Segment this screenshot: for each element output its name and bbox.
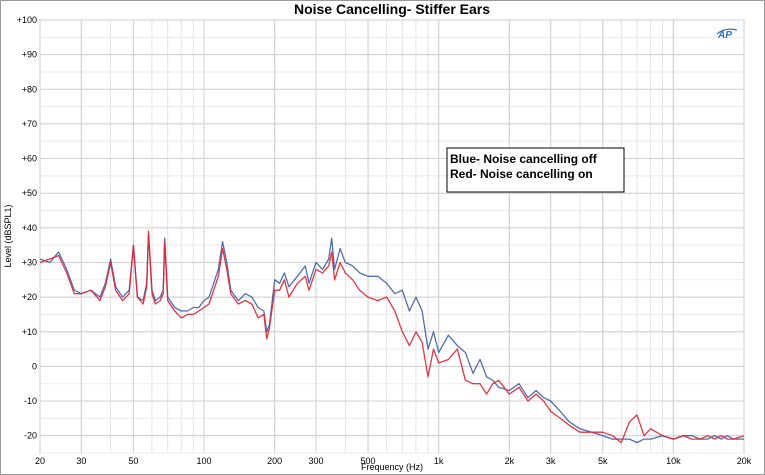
series-group bbox=[39, 230, 745, 444]
y-tick-label: +90 bbox=[22, 50, 37, 60]
ap-logo-text: AP bbox=[717, 30, 732, 41]
x-tick-label: 20 bbox=[35, 456, 45, 466]
x-tick-label: 30 bbox=[76, 456, 86, 466]
x-tick-label: 2k bbox=[505, 456, 515, 466]
x-tick-label: 100 bbox=[197, 456, 212, 466]
plot-area bbox=[39, 19, 745, 454]
y-tick-label: +30 bbox=[22, 257, 37, 267]
y-tick-label: 0 bbox=[32, 361, 37, 371]
x-tick-label: 300 bbox=[308, 456, 323, 466]
grid-lines bbox=[39, 19, 745, 454]
y-tick-label: +60 bbox=[22, 154, 37, 164]
y-tick-label: -20 bbox=[24, 431, 37, 441]
y-tick-label: +50 bbox=[22, 188, 37, 198]
y-tick-label: +10 bbox=[22, 327, 37, 337]
y-tick-label: +80 bbox=[22, 84, 37, 94]
series-line-2 bbox=[39, 230, 745, 444]
x-axis-title: Frequency (Hz) bbox=[361, 462, 423, 472]
x-tick-label: 50 bbox=[128, 456, 138, 466]
legend-line-blue: Blue- Noise cancelling off bbox=[450, 152, 598, 166]
x-tick-label: 20k bbox=[737, 456, 752, 466]
x-tick-label: 200 bbox=[267, 456, 282, 466]
y-tick-labels: +100+90+80+70+60+50+40+30+20+100-10-20 bbox=[17, 15, 37, 441]
x-tick-labels: 20 30 50 100 200 300 500 1k 2k 3k 5k 10k 20k bbox=[35, 456, 752, 466]
y-tick-label: +100 bbox=[17, 15, 37, 25]
x-tick-label: 5k bbox=[598, 456, 608, 466]
x-tick-label: 500 bbox=[361, 456, 376, 466]
y-tick-label: +40 bbox=[22, 223, 37, 233]
x-tick-label: 3k bbox=[546, 456, 556, 466]
legend-box: Blue- Noise cancelling off Red- Noise ca… bbox=[446, 147, 625, 193]
legend-frame bbox=[446, 147, 625, 193]
x-tick-label: 10k bbox=[666, 456, 681, 466]
ap-logo-swoosh bbox=[716, 28, 738, 35]
y-tick-label: +20 bbox=[22, 292, 37, 302]
x-tick-label: 1k bbox=[434, 456, 444, 466]
chart-title: Noise Cancelling- Stiffer Ears bbox=[294, 1, 490, 17]
y-tick-label: +70 bbox=[22, 119, 37, 129]
y-tick-label: -10 bbox=[24, 396, 37, 406]
y-axis-title: Level (dBSPL1) bbox=[3, 204, 13, 267]
ap-logo: AP bbox=[716, 28, 738, 41]
legend-line-red: Red- Noise cancelling on bbox=[450, 167, 593, 181]
